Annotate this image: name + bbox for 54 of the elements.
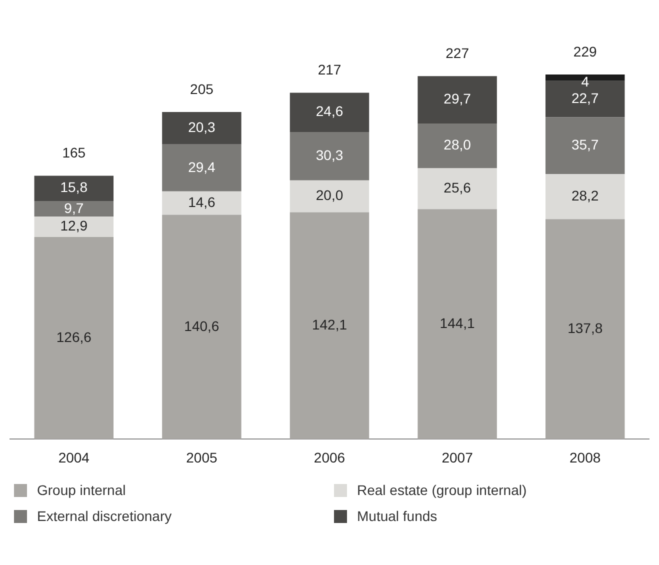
x-tick-label: 2006 (314, 449, 346, 466)
bar (290, 132, 370, 180)
data-label: 22,7 (571, 90, 599, 106)
data-label: 20,0 (316, 187, 344, 204)
bar (290, 180, 370, 212)
total-label: 227 (446, 44, 470, 61)
bar (545, 117, 625, 174)
bar (34, 176, 114, 201)
x-tick-label: 2004 (58, 449, 90, 466)
data-label: 28,2 (571, 188, 599, 204)
data-label: 144,1 (440, 315, 476, 332)
data-label: 142,1 (312, 316, 348, 333)
total-label: 229 (573, 43, 597, 60)
data-label: 9,7 (64, 200, 84, 216)
data-label: 140,6 (184, 318, 220, 334)
data-label: 126,6 (56, 328, 92, 345)
data-label: 4 (581, 73, 590, 90)
bar (418, 76, 497, 124)
legend-label: Real estate (group internal) (357, 482, 527, 498)
data-label: 20,3 (188, 119, 216, 136)
legend-label: Group internal (37, 482, 126, 498)
bar (34, 237, 114, 440)
bar (34, 200, 114, 216)
legend-label: Mutual funds (357, 508, 438, 524)
bar (290, 92, 370, 132)
bar (290, 212, 370, 440)
total-label: 205 (190, 80, 214, 97)
bar (162, 191, 242, 215)
bar (418, 124, 497, 168)
data-label: 28,0 (444, 136, 472, 153)
data-label: 14,6 (188, 194, 216, 210)
x-tick-label: 2005 (186, 449, 218, 466)
data-label: 137,8 (568, 320, 603, 336)
data-label: 35,7 (571, 136, 599, 152)
bar (162, 144, 242, 192)
x-tick-label: 2007 (442, 449, 474, 466)
bar (34, 216, 114, 238)
total-label: 217 (318, 62, 342, 78)
data-label: 25,6 (444, 180, 472, 196)
bar (545, 174, 625, 220)
data-label: 30,3 (316, 147, 344, 164)
x-tick-label: 2008 (570, 449, 601, 466)
bar (162, 214, 242, 440)
data-label: 29,7 (444, 90, 472, 107)
data-label: 29,4 (188, 158, 216, 175)
bar (418, 209, 497, 440)
legend-label: External discretionary (37, 508, 172, 524)
data-label: 24,6 (316, 103, 344, 120)
bar (418, 168, 497, 210)
bar (545, 219, 625, 440)
data-label: 12,9 (60, 218, 88, 234)
bar (162, 112, 242, 144)
data-label: 15,8 (60, 179, 88, 196)
total-label: 165 (62, 144, 86, 161)
